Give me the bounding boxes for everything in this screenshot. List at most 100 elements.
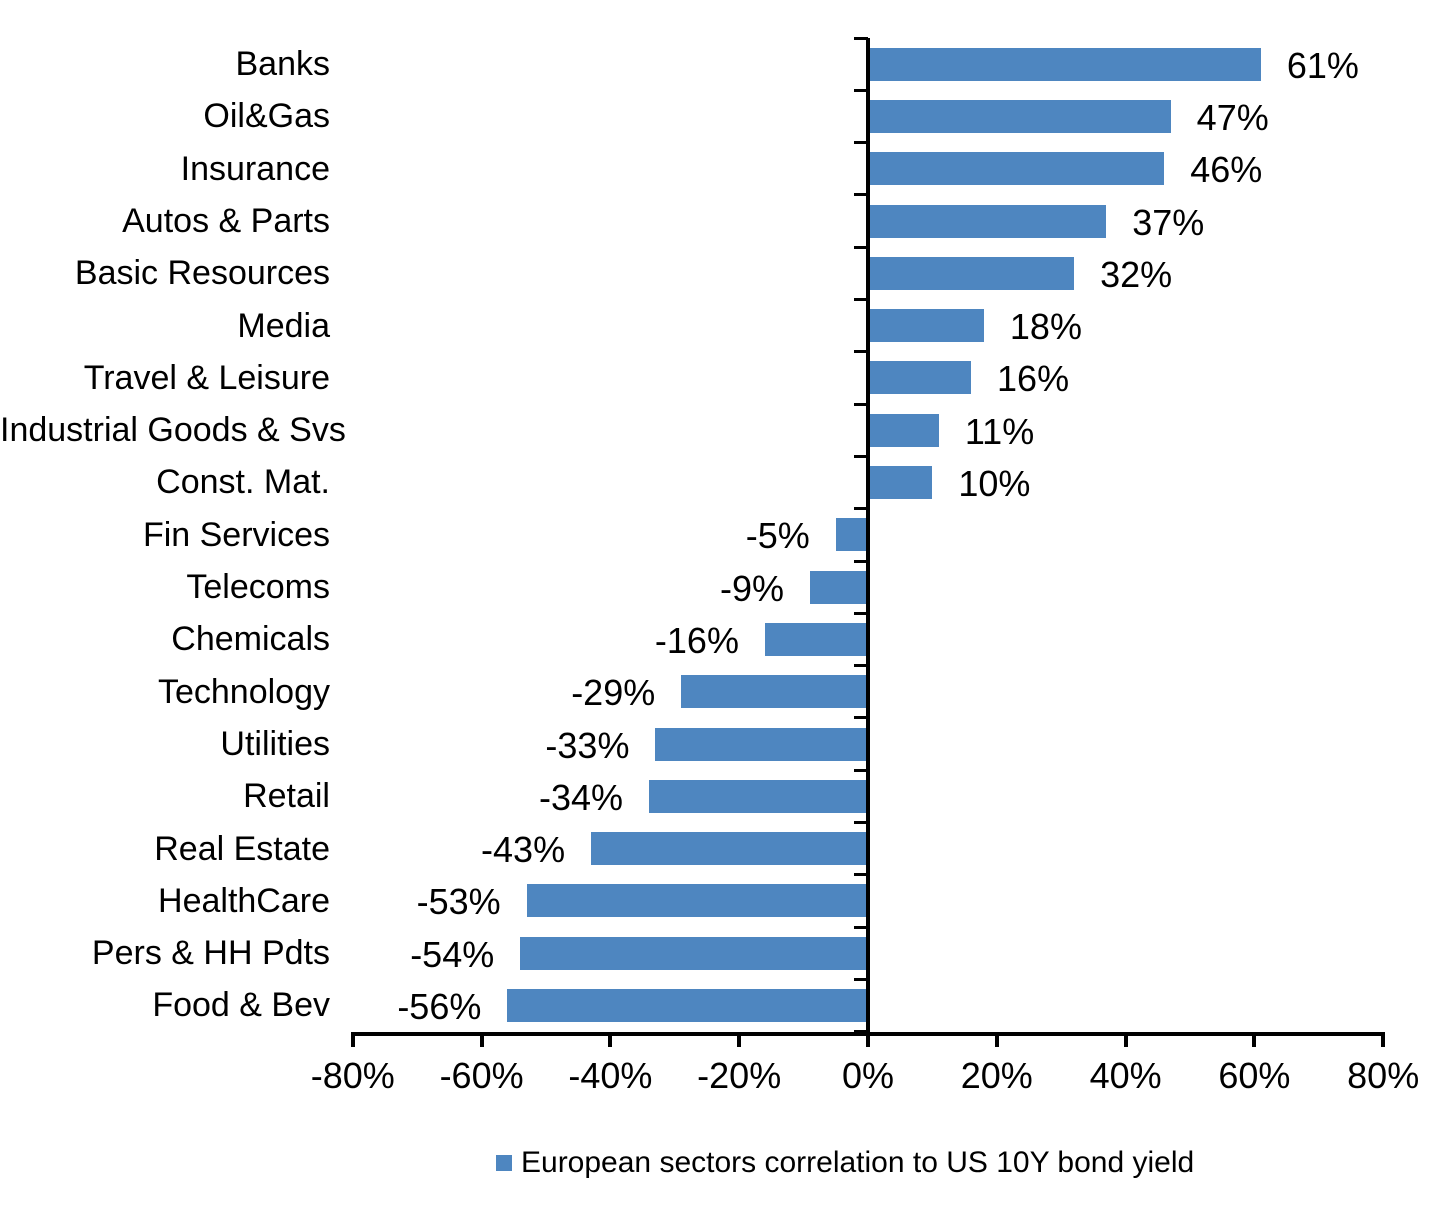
x-axis-tick-label: 20%	[960, 1055, 1033, 1096]
bar-value-label: -29%	[571, 672, 656, 714]
x-axis-tick	[608, 1031, 613, 1047]
bar-value-label: 18%	[1009, 306, 1082, 348]
category-axis-tick	[854, 611, 868, 615]
bar-value-label: -9%	[720, 567, 785, 609]
category-label: Autos & Parts	[122, 201, 330, 240]
bar-value-label: 32%	[1100, 253, 1173, 295]
category-axis-tick	[854, 350, 868, 354]
x-axis-tick	[866, 1031, 870, 1047]
bar-value-label: 37%	[1132, 201, 1205, 243]
category-label: Retail	[243, 777, 330, 816]
bar-value-label: 16%	[997, 358, 1070, 400]
category-label: Banks	[235, 45, 331, 83]
category-label: Basic Resources	[74, 254, 330, 293]
category-axis-tick	[854, 454, 868, 458]
legend-label: European sectors correlation to US 10Y b…	[521, 1146, 1195, 1179]
x-axis-tick-label: -80%	[310, 1055, 395, 1096]
bar	[868, 309, 984, 343]
category-label: Food & Bev	[152, 986, 330, 1025]
category-label: Insurance	[180, 149, 330, 188]
bar	[868, 47, 1261, 81]
bar	[507, 989, 868, 1023]
bar-value-label: 11%	[964, 410, 1035, 452]
x-axis-tick	[994, 1031, 999, 1047]
category-label: Fin Services	[142, 515, 330, 554]
category-axis-tick	[854, 664, 868, 668]
bar-value-label: 46%	[1190, 149, 1263, 191]
bar	[835, 518, 868, 552]
x-axis-tick	[1381, 1031, 1386, 1047]
category-label: HealthCare	[158, 881, 330, 920]
x-axis-tick	[1252, 1031, 1257, 1047]
bar	[868, 99, 1171, 133]
bar-value-label: -53%	[416, 881, 501, 923]
category-axis-tick	[854, 873, 868, 877]
category-axis-tick	[854, 141, 868, 145]
bar	[526, 884, 868, 918]
category-label: Industrial Goods & Svs	[0, 411, 346, 450]
category-label: Media	[237, 306, 330, 345]
bar	[868, 256, 1075, 290]
x-axis-tick-label: 60%	[1218, 1055, 1291, 1096]
bar-value-label: 47%	[1196, 96, 1269, 138]
bar-value-label: -43%	[481, 829, 566, 871]
bar	[868, 152, 1165, 186]
x-axis-tick-label: 40%	[1089, 1055, 1162, 1096]
bar-value-label: -16%	[654, 619, 739, 661]
bar-value-label: -33%	[545, 724, 630, 766]
bar	[764, 622, 868, 656]
category-axis-tick	[854, 402, 868, 406]
legend-swatch-icon	[496, 1155, 512, 1171]
category-axis-tick	[854, 245, 868, 249]
bar-value-label: -56%	[397, 986, 482, 1028]
x-axis-tick-label: -40%	[568, 1055, 653, 1096]
category-axis-tick	[854, 925, 868, 929]
bar	[868, 466, 933, 500]
category-axis-tick	[854, 821, 868, 824]
category-axis-tick	[854, 559, 868, 563]
bar-value-label: -54%	[410, 933, 495, 975]
bar	[591, 832, 868, 866]
bar-value-label: 10%	[958, 463, 1031, 505]
category-axis-tick	[854, 298, 868, 301]
legend: European sectors correlation to US 10Y b…	[496, 1146, 1194, 1180]
category-label: Real Estate	[154, 829, 330, 868]
category-label: Pers & HH Pdts	[91, 934, 330, 973]
category-axis-tick	[854, 716, 868, 720]
bar	[655, 727, 868, 761]
category-axis-tick	[854, 36, 868, 40]
bar	[810, 570, 868, 604]
x-axis-tick-label: 0%	[841, 1055, 895, 1096]
zero-axis-line	[866, 38, 870, 1036]
bar	[868, 361, 972, 395]
category-label: Const. Mat.	[156, 463, 330, 502]
category-axis-tick	[854, 768, 868, 772]
category-axis-tick	[854, 193, 868, 197]
category-axis-tick	[854, 977, 868, 981]
x-axis-tick	[737, 1031, 742, 1047]
bar	[868, 204, 1107, 238]
bar	[868, 413, 939, 447]
bar	[649, 779, 868, 813]
category-label: Utilities	[220, 724, 330, 763]
bar-value-label: 61%	[1286, 44, 1359, 86]
x-axis-tick	[350, 1031, 355, 1047]
x-axis-tick	[1123, 1031, 1128, 1047]
category-label: Travel & Leisure	[83, 358, 330, 397]
category-label: Telecoms	[186, 568, 330, 606]
x-axis-tick-label: -20%	[697, 1055, 782, 1096]
category-label: Oil&Gas	[203, 97, 330, 136]
category-axis-tick	[854, 507, 868, 511]
category-axis-tick	[854, 88, 868, 92]
bar-value-label: -34%	[538, 776, 624, 818]
bar-value-label: -5%	[745, 515, 810, 557]
category-label: Chemicals	[171, 620, 330, 659]
bar	[681, 675, 868, 709]
x-axis-tick	[479, 1031, 484, 1047]
x-axis-tick-label: 80%	[1347, 1055, 1420, 1096]
category-label: Technology	[157, 672, 330, 711]
x-axis-tick-label: -60%	[439, 1055, 524, 1096]
bar	[520, 936, 868, 970]
